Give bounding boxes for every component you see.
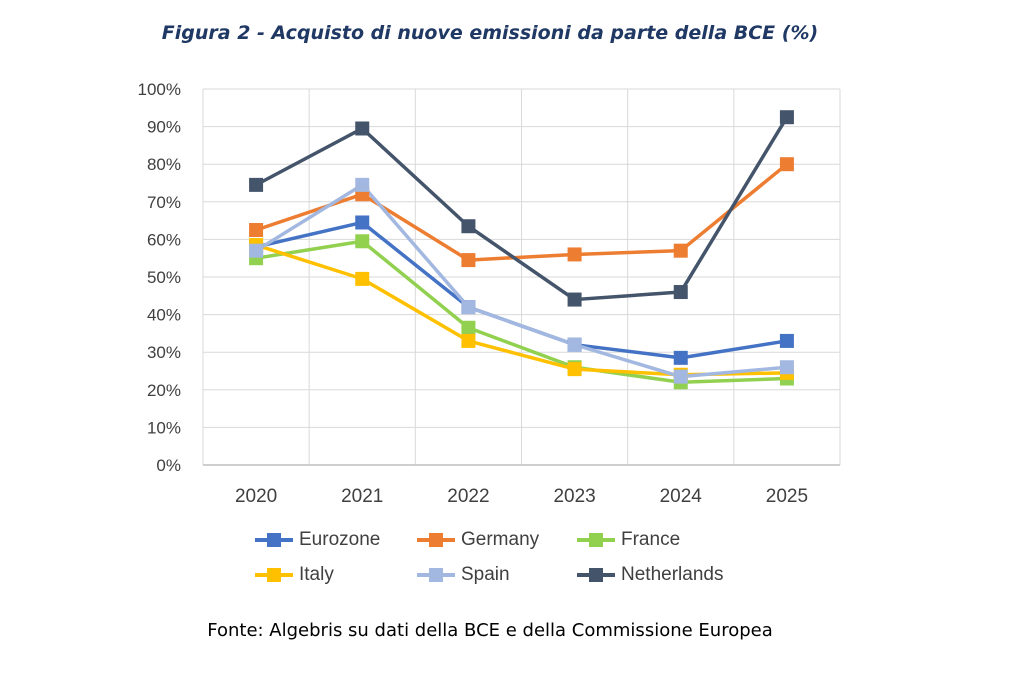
- y-tick-label: 0%: [156, 456, 181, 475]
- series-markers: [249, 110, 794, 390]
- legend-item-spain: Spain: [417, 561, 510, 589]
- series-line-france: [255, 239, 787, 385]
- legend-item-italy: Italy: [255, 561, 334, 589]
- x-tick-label: 2025: [766, 486, 808, 507]
- x-tick-label: 2021: [341, 486, 383, 507]
- legend-label: Germany: [461, 529, 540, 550]
- series-line-germany: [255, 162, 789, 262]
- chart-title: Figura 2 - Acquisto di nuove emissioni d…: [161, 22, 819, 44]
- y-tick-label: 90%: [147, 118, 181, 137]
- legend-label: Italy: [299, 564, 334, 585]
- y-tick-label: 40%: [147, 306, 181, 325]
- x-tick-label: 2020: [235, 486, 277, 507]
- legend-swatch: [577, 526, 615, 554]
- legend-swatch: [417, 561, 455, 589]
- gridlines: [203, 88, 841, 465]
- data-point-netherlands: [249, 177, 264, 192]
- data-point-netherlands: [567, 292, 582, 307]
- legend-item-france: France: [577, 526, 680, 554]
- series-lines: [255, 116, 789, 385]
- data-point-netherlands: [673, 285, 688, 300]
- legend-swatch: [577, 561, 615, 589]
- data-point-germany: [249, 223, 264, 237]
- legend-item-netherlands: Netherlands: [577, 561, 723, 589]
- data-point-eurozone: [355, 215, 370, 230]
- series-line-spain: [255, 183, 788, 379]
- data-point-eurozone: [779, 333, 794, 348]
- x-tick-label: 2023: [553, 486, 595, 507]
- legend-swatch: [417, 526, 455, 554]
- legend-label: France: [621, 529, 681, 550]
- data-point-spain: [461, 300, 476, 315]
- data-point-france: [355, 234, 370, 249]
- legend-label: Netherlands: [621, 564, 724, 585]
- y-tick-label: 10%: [147, 418, 181, 437]
- axes: 0% 10% 20% 30% 40% 50% 60% 70% 80% 90% 100% 2020 202…: [138, 80, 840, 507]
- y-tick-label: 30%: [147, 343, 181, 362]
- data-point-italy: [567, 362, 582, 377]
- data-point-spain: [779, 360, 794, 375]
- legend-label: Eurozone: [299, 529, 381, 550]
- data-point-netherlands: [355, 121, 370, 136]
- y-tick-label: 50%: [147, 268, 181, 287]
- data-point-spain: [567, 337, 582, 352]
- y-tick-label: 60%: [147, 230, 181, 249]
- data-point-germany: [461, 253, 476, 268]
- data-point-germany: [673, 243, 688, 258]
- data-point-eurozone: [673, 350, 688, 365]
- data-point-netherlands: [779, 110, 794, 125]
- data-point-germany: [567, 247, 582, 262]
- y-tick-label: 80%: [147, 155, 181, 174]
- legend-item-germany: Germany: [417, 526, 539, 554]
- data-point-netherlands: [461, 219, 476, 234]
- y-tick-label: 20%: [147, 381, 181, 400]
- y-tick-label: 70%: [147, 193, 181, 212]
- data-point-spain: [673, 369, 688, 384]
- y-tick-label: 100%: [138, 80, 181, 99]
- source-note: Fonte: Algebris su dati della BCE e dell…: [207, 620, 773, 641]
- x-tick-label: 2024: [660, 486, 703, 507]
- data-point-france: [461, 320, 476, 335]
- data-point-italy: [355, 271, 370, 286]
- x-tick-label: 2022: [447, 486, 489, 507]
- legend-swatch: [255, 561, 293, 589]
- series-line-netherlands: [255, 116, 789, 302]
- data-point-spain: [355, 177, 370, 192]
- data-point-spain: [249, 243, 264, 258]
- data-point-germany: [779, 157, 794, 172]
- legend-swatch: [255, 526, 293, 554]
- data-point-italy: [461, 333, 476, 348]
- legend-item-eurozone: Eurozone: [255, 526, 380, 554]
- legend-label: Spain: [461, 564, 510, 585]
